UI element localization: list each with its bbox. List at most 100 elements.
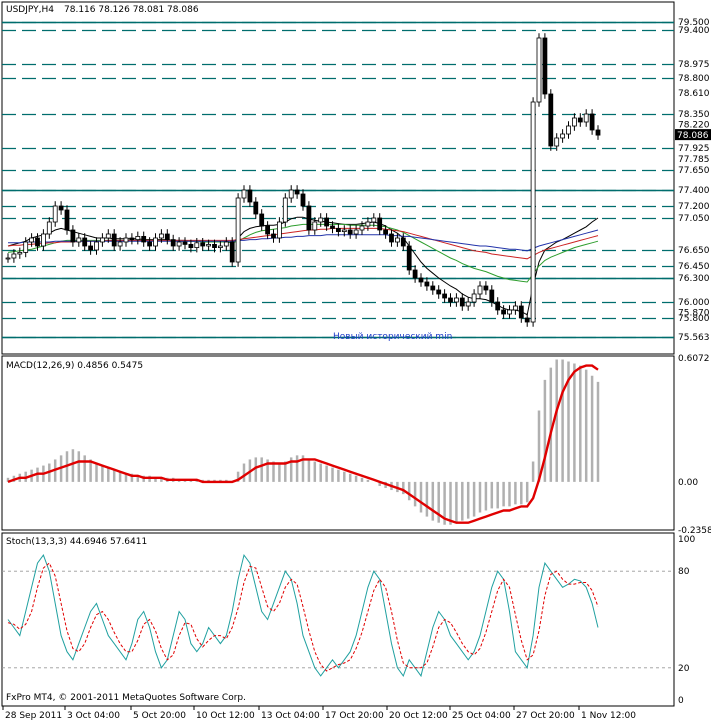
candle-body — [430, 285, 436, 291]
candle-body — [448, 297, 453, 303]
candle-body — [371, 217, 377, 223]
candle-body — [383, 229, 389, 235]
candle-body — [82, 237, 88, 247]
candle-body — [41, 233, 46, 247]
candle-body — [129, 237, 135, 240]
candle-body — [442, 293, 448, 299]
candle-body — [88, 245, 93, 251]
candle-body — [560, 133, 565, 139]
ohlc-readout: 78.116 78.126 78.081 78.086 — [64, 5, 199, 15]
candle-body — [459, 297, 465, 307]
candle-body — [52, 205, 58, 223]
price-tick-label: 79.400 — [678, 26, 710, 36]
candle-body — [105, 233, 111, 239]
candle-body — [288, 189, 294, 199]
price-tick-label: 78.220 — [678, 120, 710, 130]
candle-body — [111, 233, 117, 247]
panel-frames — [1, 1, 675, 707]
price-tick-label: 76.450 — [678, 262, 710, 272]
candle-body — [194, 242, 200, 249]
candle-body — [153, 237, 158, 247]
macd-tick-label: 0.00 — [678, 478, 698, 488]
macd-title: MACD(12,26,9) 0.4856 0.5475 — [6, 361, 143, 371]
stochastic-lines — [2, 553, 674, 678]
candle-body — [182, 241, 188, 245]
symbol-title: USDJPY,H4 — [6, 5, 54, 15]
candle-body — [436, 289, 442, 295]
candle-body — [365, 221, 371, 227]
candle-body — [276, 221, 282, 239]
candle-body — [465, 301, 471, 307]
candle-body — [501, 309, 507, 315]
price-tick-label: 79.500 — [678, 18, 710, 28]
candle-body — [176, 241, 182, 247]
candle-body — [341, 229, 347, 233]
candle-body — [406, 245, 412, 271]
candle-body — [412, 269, 418, 279]
time-tick-label: 10 Oct 12:00 — [196, 711, 255, 721]
candle-body — [394, 237, 400, 243]
panel-frame — [1, 355, 675, 531]
candle-body — [300, 193, 306, 207]
candle-body — [223, 241, 229, 247]
candle-body — [147, 241, 153, 247]
candle-body — [513, 305, 518, 311]
candle-body — [76, 237, 82, 243]
candle-body — [572, 117, 577, 127]
stoch-tick-label: 20 — [678, 664, 690, 674]
stoch-main-line — [7, 553, 599, 678]
price-tick-label: 78.610 — [678, 89, 710, 99]
candle-body — [217, 245, 223, 248]
candle-body — [495, 301, 501, 311]
price-tick-label: 76.000 — [678, 298, 710, 308]
candle-body — [318, 217, 324, 223]
candle-body — [117, 241, 123, 247]
candle-body — [253, 201, 259, 215]
ma-line-ma-blue — [8, 229, 599, 252]
stoch-tick-label: 80 — [678, 567, 690, 577]
historic-min-annotation: Новый исторический min — [333, 332, 452, 342]
price-tick-label: 77.650 — [678, 166, 710, 176]
candle-body — [566, 125, 571, 135]
time-tick-label: 17 Oct 20:00 — [325, 711, 384, 721]
candle-body — [164, 233, 170, 240]
candle-body — [306, 205, 312, 231]
price-tick-label: 77.200 — [678, 202, 710, 212]
candle-body — [235, 197, 241, 263]
time-tick-label: 3 Oct 04:00 — [67, 711, 120, 721]
candle-body — [530, 101, 536, 323]
candle-body — [200, 242, 206, 247]
price-tick-label: 77.400 — [678, 186, 710, 196]
candle-body — [518, 305, 524, 319]
panel-frame — [1, 532, 675, 707]
candle-body — [583, 113, 589, 123]
candle-body — [282, 197, 288, 223]
candle-body — [359, 225, 365, 231]
candle-body — [548, 93, 554, 147]
macd-tick-label: -0.2358 — [678, 526, 711, 536]
candle-body — [35, 237, 40, 247]
candle-body — [158, 233, 164, 239]
candle-body — [542, 37, 548, 95]
candle-body — [524, 317, 530, 323]
candle-body — [330, 225, 335, 229]
candle-body — [11, 253, 17, 259]
current-price-box — [675, 129, 711, 141]
candle-body — [188, 243, 194, 248]
candle-body — [324, 217, 330, 227]
candle-body — [424, 281, 430, 287]
candle-body — [265, 225, 271, 235]
candle-body — [70, 229, 76, 243]
candle-body — [577, 117, 583, 123]
candle-body — [206, 243, 212, 247]
stoch-signal-line — [7, 562, 599, 672]
price-tick-label: 77.785 — [678, 155, 710, 165]
time-tick-label: 5 Oct 20:00 — [133, 711, 186, 721]
stoch-tick-label: 0 — [678, 696, 684, 706]
price-tick-label: 75.870 — [678, 308, 710, 318]
price-tick-label: 78.975 — [678, 60, 710, 70]
price-tick-label: 75.563 — [678, 333, 710, 343]
price-tick-label: 78.800 — [678, 74, 710, 84]
